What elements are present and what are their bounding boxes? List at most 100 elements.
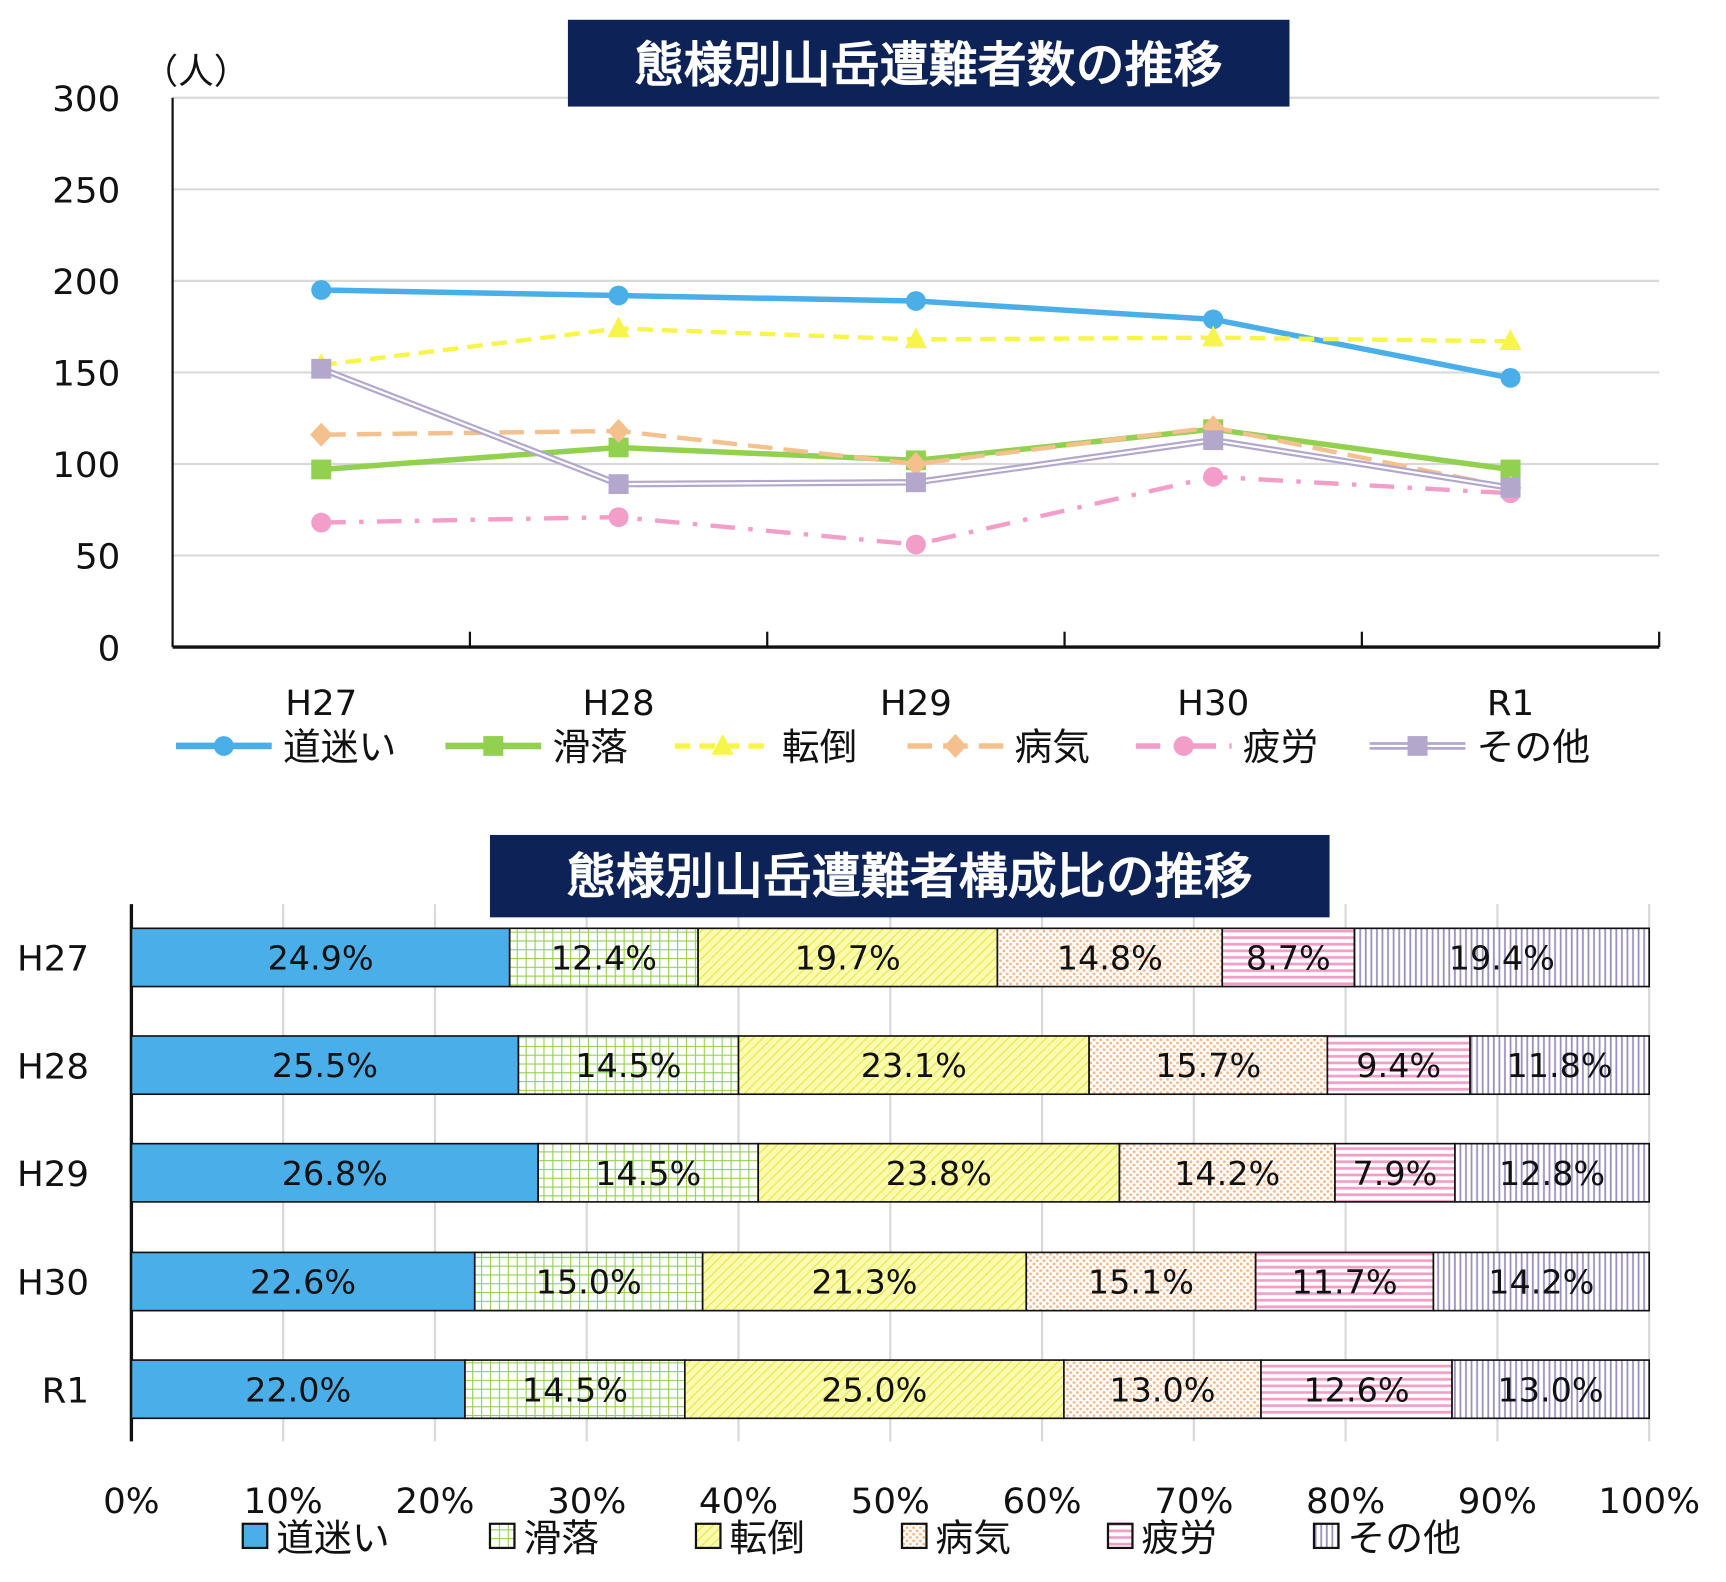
legend-label: 病気 (935, 1516, 1011, 1560)
y-tick-label: H29 (17, 1154, 89, 1195)
data-label: 15.1% (1088, 1263, 1194, 1302)
x-tick-label: 70% (1154, 1481, 1233, 1522)
legend-swatch (488, 1522, 516, 1550)
data-point (905, 534, 926, 555)
y-tick-label: H30 (17, 1263, 89, 1304)
data-label: 12.4% (551, 939, 657, 978)
x-tick-label: H27 (285, 683, 357, 724)
data-label: 12.6% (1303, 1370, 1409, 1409)
bar-segment (1254, 1251, 1435, 1312)
x-tick-label: H28 (583, 683, 655, 724)
legend-label: 病気 (1014, 725, 1090, 769)
data-label: 22.0% (245, 1370, 351, 1409)
data-label: 14.5% (522, 1370, 628, 1409)
data-label: 15.7% (1155, 1046, 1261, 1085)
bar-segment (1063, 1359, 1262, 1420)
data-label: 13.0% (1109, 1370, 1215, 1409)
data-label: 13.0% (1498, 1370, 1604, 1409)
bar-segment (1025, 1251, 1257, 1312)
y-tick-label: 200 (52, 262, 120, 303)
legend-swatch (1106, 1522, 1134, 1550)
legend-marker (213, 736, 234, 756)
data-point (1500, 459, 1521, 480)
data-label: 23.8% (886, 1154, 992, 1193)
bar-segment (537, 1142, 760, 1203)
y-tick-label: 250 (52, 171, 120, 212)
x-tick-label: H29 (880, 683, 952, 724)
data-point (905, 291, 926, 311)
data-point (608, 507, 629, 527)
bar-segment (1088, 1035, 1329, 1096)
bar-segment (1221, 927, 1356, 988)
legend-marker (1173, 736, 1194, 756)
data-point (311, 280, 332, 300)
bar-segment (1334, 1142, 1456, 1203)
x-tick-label: 50% (851, 1481, 930, 1522)
title-box (567, 19, 1290, 107)
data-label: 26.8% (282, 1154, 388, 1193)
stacked-bar-chart: 0% 10% 20% 30% 40% 50% 60% 70% 80% 90% 100% H27 24.9… (17, 834, 1700, 1560)
data-label: 25.5% (272, 1046, 378, 1085)
data-label: 11.8% (1507, 1046, 1613, 1085)
x-tick-label: 40% (699, 1481, 778, 1522)
data-label: 23.1% (861, 1046, 967, 1085)
data-point (1202, 325, 1225, 347)
legend-label: 疲労 (1141, 1516, 1217, 1560)
data-point (1203, 466, 1224, 487)
series-1: 道迷い (175, 280, 1521, 769)
x-tick-label: R1 (1487, 683, 1534, 724)
data-label: 19.4% (1449, 939, 1555, 978)
x-tick-label: 60% (1002, 1481, 1081, 1522)
data-point (1500, 477, 1521, 498)
data-point (607, 418, 630, 444)
legend-label: 道迷い (276, 1516, 390, 1560)
legend-swatch (1312, 1522, 1340, 1550)
legend-label: 転倒 (782, 725, 858, 769)
data-point (608, 285, 629, 306)
data-point (608, 437, 629, 458)
x-tick-label: 80% (1306, 1481, 1385, 1522)
y-tick-label: 0 (98, 628, 121, 669)
bar-segment (1469, 1035, 1651, 1096)
data-label: 9.4% (1356, 1046, 1441, 1085)
bar-segment (697, 927, 999, 988)
bar-segment (1432, 1251, 1651, 1312)
data-label: 19.7% (795, 939, 901, 978)
data-point (1203, 309, 1224, 330)
x-tick-label: 30% (547, 1481, 626, 1522)
data-point (904, 451, 928, 477)
bar-segment (130, 1142, 539, 1203)
bar-segment (130, 1359, 466, 1420)
bar-segment (1260, 1359, 1453, 1420)
y-tick-label: H28 (17, 1047, 89, 1088)
bar-segment (1451, 1359, 1651, 1420)
bar-segment (464, 1359, 686, 1420)
bar-segment (473, 1251, 704, 1312)
bar-segment (737, 1035, 1090, 1096)
data-point (1500, 368, 1521, 388)
legend-marker (483, 736, 504, 756)
data-label: 14.2% (1488, 1263, 1594, 1302)
legend-marker (711, 733, 734, 755)
bar-segment (130, 1035, 520, 1096)
x-tick-label: 0% (103, 1481, 160, 1522)
data-label: 25.0% (821, 1370, 927, 1409)
title-box (489, 834, 1330, 918)
y-axis-unit: （人） (143, 52, 250, 93)
legend-swatch (900, 1522, 928, 1550)
data-point (311, 512, 332, 533)
legend-marker (944, 733, 967, 759)
legend-swatch (241, 1522, 269, 1550)
bar-segment (1454, 1142, 1651, 1203)
data-point (311, 358, 332, 379)
x-tick-label: 10% (244, 1481, 323, 1522)
data-point (904, 327, 928, 349)
data-label: 11.7% (1291, 1263, 1397, 1302)
legend-swatch (694, 1522, 722, 1550)
x-tick-label: H30 (1177, 683, 1249, 724)
data-point (310, 422, 333, 447)
data-label: 14.5% (595, 1154, 701, 1193)
chart-title: 態様別山岳遭難者構成比の推移 (567, 849, 1253, 905)
bar-segment (757, 1142, 1121, 1203)
data-point (608, 474, 629, 495)
